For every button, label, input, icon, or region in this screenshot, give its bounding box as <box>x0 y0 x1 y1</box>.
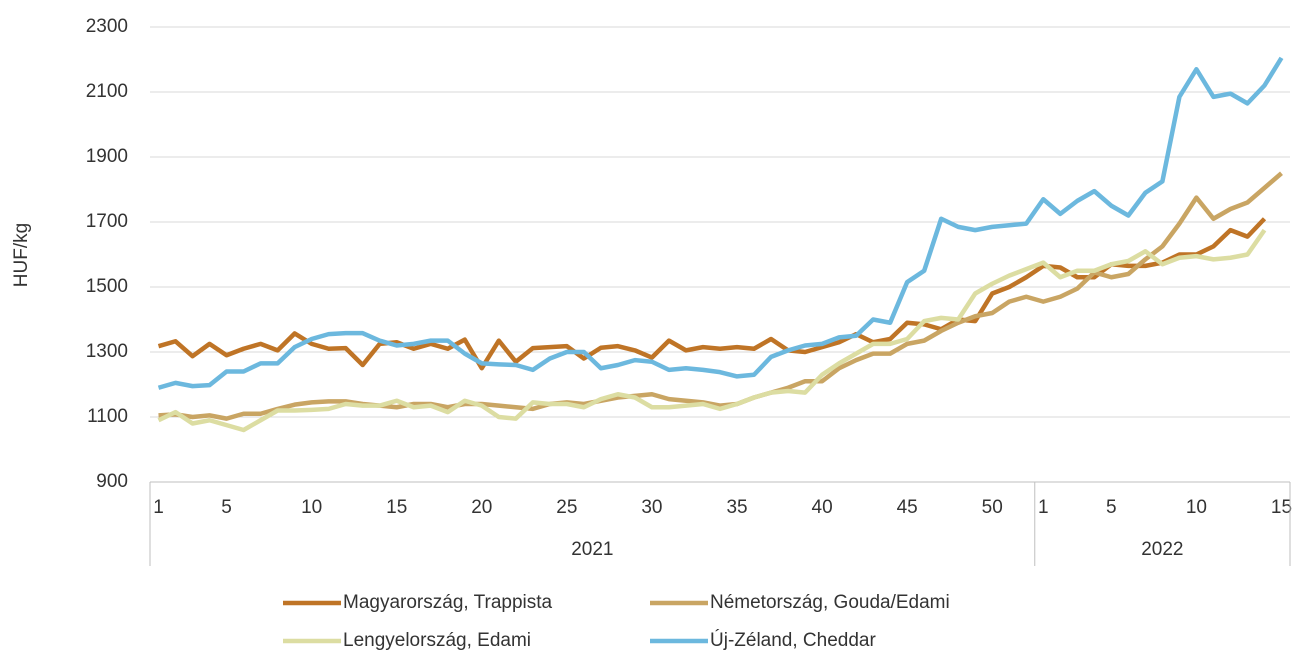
x-tick-label: 45 <box>897 497 918 518</box>
x-tick-label: 35 <box>726 497 747 518</box>
x-tick-label: 15 <box>386 497 407 518</box>
y-tick-label: 1900 <box>86 146 128 167</box>
legend-label: Magyarország, Trappista <box>343 592 553 613</box>
x-tick-label: 20 <box>471 497 492 518</box>
x-tick-label: 5 <box>1106 497 1117 518</box>
y-tick-label: 1100 <box>87 406 128 427</box>
x-tick-label: 10 <box>1186 497 1207 518</box>
series-line <box>157 228 1267 433</box>
legend-label: Új-Zéland, Cheddar <box>710 629 876 651</box>
x-tick-label: 40 <box>812 497 833 518</box>
y-tick-label: 1500 <box>86 276 128 297</box>
series-line <box>157 56 1284 390</box>
x-tick-label: 30 <box>641 497 662 518</box>
series-line <box>158 171 1283 421</box>
y-axis-label: HUF/kg <box>11 223 32 287</box>
x-group-label: 2021 <box>571 539 613 560</box>
y-tick-label: 2100 <box>86 81 128 102</box>
x-group-label: 2022 <box>1141 539 1183 560</box>
x-tick-label: 15 <box>1271 497 1292 518</box>
x-tick-label: 1 <box>153 497 164 518</box>
y-tick-label: 2300 <box>86 16 128 37</box>
y-tick-label: 900 <box>96 471 128 492</box>
x-tick-label: 5 <box>221 497 232 518</box>
legend-label: Lengyelország, Edami <box>343 630 531 651</box>
y-tick-label: 1700 <box>86 211 128 232</box>
legend-label: Németország, Gouda/Edami <box>710 592 950 613</box>
x-tick-label: 25 <box>556 497 577 518</box>
x-tick-label: 1 <box>1038 497 1049 518</box>
y-tick-label: 1300 <box>86 341 128 362</box>
x-tick-label: 10 <box>301 497 322 518</box>
x-tick-label: 50 <box>982 497 1003 518</box>
series-line <box>157 217 1267 371</box>
